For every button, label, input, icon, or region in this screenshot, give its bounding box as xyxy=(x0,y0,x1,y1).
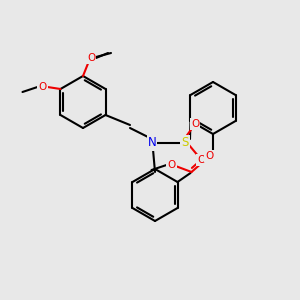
Text: O: O xyxy=(87,53,95,63)
Text: O: O xyxy=(87,53,95,63)
Text: O: O xyxy=(167,160,175,170)
Text: O: O xyxy=(206,151,214,161)
Text: O: O xyxy=(191,119,199,129)
Text: S: S xyxy=(181,136,189,149)
Text: O: O xyxy=(197,155,205,165)
Text: N: N xyxy=(148,136,156,149)
Text: O: O xyxy=(38,82,46,92)
